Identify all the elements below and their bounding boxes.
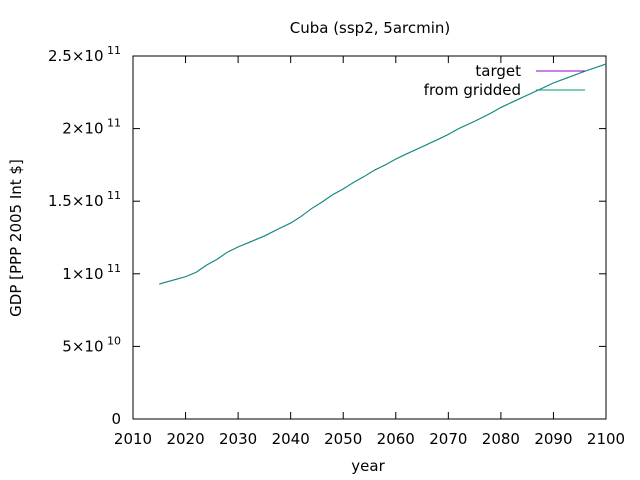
x-tick-label: 2030 <box>219 430 257 448</box>
x-tick-label: 2090 <box>534 430 572 448</box>
y-tick-label: 1×10 11 <box>62 262 121 283</box>
y-tick-exponent: 10 <box>104 334 122 347</box>
y-tick-label: 2.5×10 11 <box>48 44 121 65</box>
series-line-0 <box>159 63 607 285</box>
x-tick-label: 2050 <box>324 430 362 448</box>
x-tick-label: 2060 <box>377 430 415 448</box>
series-line-1 <box>159 63 607 285</box>
y-axis-label: GDP [PPP 2005 Int $] <box>7 159 25 317</box>
y-tick-mantissa: 1.5×10 <box>48 192 104 210</box>
legend-label: target <box>475 62 521 80</box>
x-tick-label: 2010 <box>114 430 152 448</box>
x-axis-label: year <box>351 457 385 475</box>
x-axis-ticks: 2010 2020 2030 2040 2050 2060 2070 2080 2090 2100 <box>114 56 625 448</box>
y-tick-mantissa: 2×10 <box>62 120 103 138</box>
y-tick-mantissa: 5×10 <box>62 337 103 355</box>
y-axis-ticks: 05×10 101×10 111.5×10 112×10 112.5×10 11 <box>48 44 606 428</box>
y-tick-label: 0 <box>111 410 121 428</box>
y-tick-label: 1.5×10 11 <box>48 189 121 210</box>
series-lines <box>159 63 607 285</box>
y-tick-label: 2×10 11 <box>62 117 121 138</box>
y-tick-mantissa: 0 <box>111 410 121 428</box>
chart-title: Cuba (ssp2, 5arcmin) <box>290 19 451 37</box>
y-tick-exponent: 11 <box>104 262 122 275</box>
y-tick-mantissa: 1×10 <box>62 265 103 283</box>
y-tick-label: 5×10 10 <box>62 334 121 355</box>
y-tick-mantissa: 2.5×10 <box>48 47 104 65</box>
legend-label: from gridded <box>424 81 521 99</box>
x-tick-label: 2040 <box>272 430 310 448</box>
y-tick-exponent: 11 <box>104 189 122 202</box>
x-tick-label: 2080 <box>482 430 520 448</box>
plot-frame <box>132 55 607 420</box>
y-tick-exponent: 11 <box>104 44 122 57</box>
x-tick-label: 2100 <box>587 430 625 448</box>
x-tick-label: 2070 <box>429 430 467 448</box>
y-tick-exponent: 11 <box>104 117 122 130</box>
x-tick-label: 2020 <box>166 430 204 448</box>
